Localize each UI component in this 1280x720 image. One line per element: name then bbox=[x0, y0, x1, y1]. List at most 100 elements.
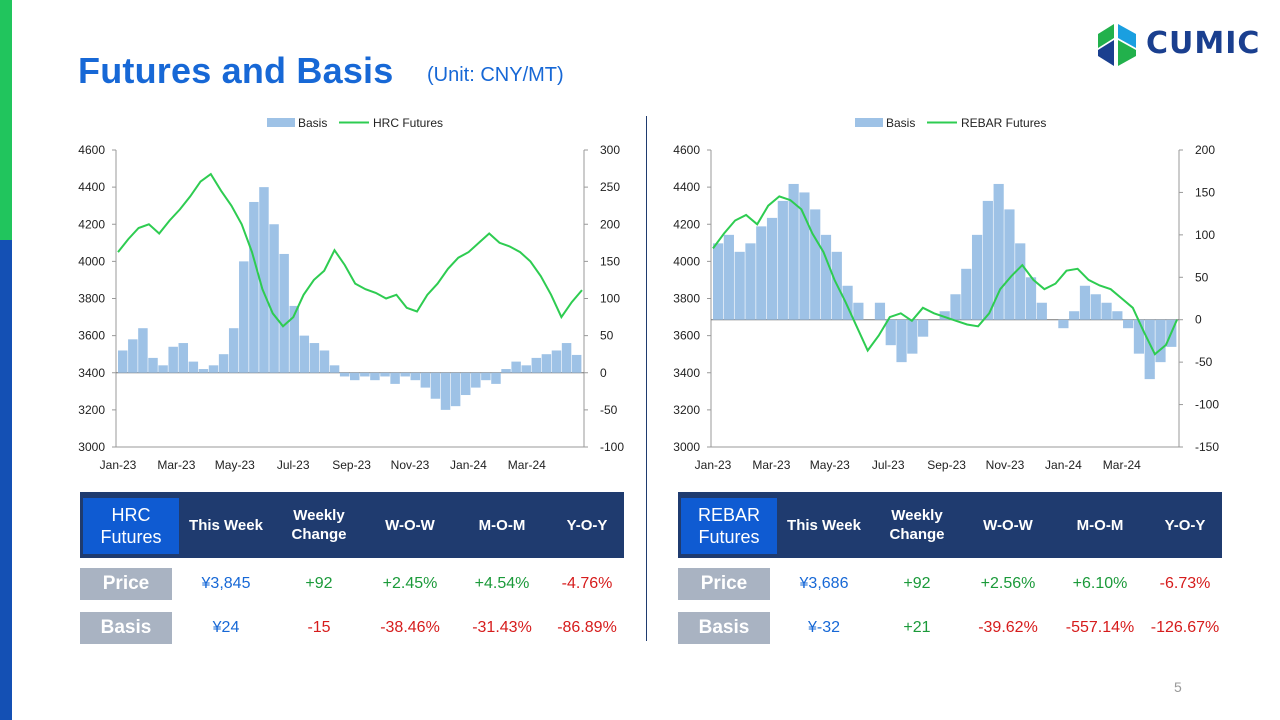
left-tick-label: 4400 bbox=[78, 180, 105, 194]
table-header: HRC Futures This Week Weekly Change W-O-W M-O-… bbox=[80, 492, 624, 558]
x-tick-label: Nov-23 bbox=[391, 458, 430, 472]
table-product-label-line: REBAR bbox=[697, 505, 760, 525]
table-cell: +92 bbox=[903, 575, 931, 592]
basis-bar bbox=[299, 335, 310, 373]
section-divider bbox=[646, 116, 647, 641]
table-cell: -15 bbox=[307, 619, 331, 636]
basis-bar bbox=[360, 372, 370, 377]
basis-bar bbox=[511, 361, 521, 373]
table-row-basis: Basis ¥24 -15 -38.46% -31.43% -86.89% bbox=[80, 606, 624, 650]
right-tick-label: 0 bbox=[1195, 313, 1202, 327]
basis-bar bbox=[158, 365, 168, 373]
basis-bar bbox=[745, 243, 756, 320]
basis-bar bbox=[491, 372, 501, 384]
basis-bar bbox=[289, 305, 299, 373]
left-tick-label: 4400 bbox=[673, 180, 700, 194]
basis-bar bbox=[551, 350, 562, 373]
basis-bar bbox=[208, 365, 219, 373]
basis-bar bbox=[1112, 311, 1123, 320]
basis-bar bbox=[993, 183, 1004, 320]
table-cell: ¥3,686 bbox=[799, 575, 849, 592]
right-tick-label: 200 bbox=[600, 217, 620, 231]
legend-futures-label: HRC Futures bbox=[373, 116, 443, 130]
table-cell: -126.67% bbox=[1150, 619, 1220, 636]
row-label: Basis bbox=[678, 612, 770, 644]
basis-bar bbox=[939, 311, 950, 320]
right-tick-label: 150 bbox=[1195, 185, 1215, 199]
table-cell: +92 bbox=[305, 575, 333, 592]
basis-bar bbox=[950, 294, 961, 320]
table-cell: +2.45% bbox=[382, 575, 438, 592]
row-label: Price bbox=[678, 568, 770, 600]
x-tick-label: Jan-23 bbox=[695, 458, 732, 472]
futures-line bbox=[117, 172, 583, 328]
cumic-logo: CUMIC bbox=[1096, 20, 1259, 70]
left-tick-label: 4200 bbox=[673, 217, 700, 231]
right-tick-label: 0 bbox=[600, 366, 607, 380]
basis-bar bbox=[918, 319, 929, 337]
basis-bar bbox=[1144, 319, 1155, 380]
x-tick-label: Sep-23 bbox=[927, 458, 966, 472]
basis-bar bbox=[400, 372, 410, 377]
table-cell: -39.62% bbox=[978, 619, 1038, 636]
x-tick-label: Jul-23 bbox=[277, 458, 310, 472]
table-col-header: W-O-W bbox=[983, 516, 1033, 534]
table-header: REBAR Futures This Week Weekly Change W-O-W M-… bbox=[678, 492, 1222, 558]
basis-bar bbox=[501, 369, 511, 373]
basis-bar bbox=[874, 302, 886, 320]
right-tick-label: 50 bbox=[1195, 270, 1209, 284]
logo-mark-icon bbox=[1098, 24, 1136, 66]
basis-bar bbox=[853, 302, 864, 320]
hrc-chart: Basis HRC Futures 4600 4400 4200 4000 3800 3600… bbox=[60, 110, 640, 482]
x-tick-label: Mar-23 bbox=[157, 458, 195, 472]
right-tick-label: 300 bbox=[600, 143, 620, 157]
basis-bar bbox=[410, 372, 421, 381]
logo-text: CUMIC bbox=[1146, 26, 1261, 61]
basis-bar bbox=[521, 365, 531, 373]
basis-bar bbox=[756, 226, 767, 320]
basis-bar bbox=[168, 346, 178, 373]
basis-bar bbox=[541, 354, 552, 373]
x-tick-label: Jan-24 bbox=[450, 458, 487, 472]
table-col-header: M-O-M bbox=[478, 516, 526, 534]
right-tick-label: 200 bbox=[1195, 143, 1215, 157]
basis-bar bbox=[128, 339, 138, 373]
x-tick-label: Jan-23 bbox=[100, 458, 137, 472]
basis-bar bbox=[713, 243, 724, 320]
basis-bar bbox=[390, 372, 400, 384]
table-col-header: Y-O-Y bbox=[1164, 516, 1206, 534]
basis-bar bbox=[1058, 319, 1069, 329]
table-col-header: This Week bbox=[787, 516, 861, 534]
table-cell: -38.46% bbox=[380, 619, 440, 636]
basis-bar bbox=[896, 319, 907, 363]
basis-bar bbox=[309, 343, 320, 373]
basis-bar bbox=[228, 328, 239, 373]
basis-bar bbox=[1015, 243, 1026, 320]
basis-bar bbox=[370, 372, 380, 381]
row-label: Price bbox=[80, 568, 172, 600]
table-product-label-line: Futures bbox=[100, 527, 162, 547]
table-cell: -86.89% bbox=[557, 619, 617, 636]
basis-bar bbox=[380, 372, 390, 377]
right-tick-label: 100 bbox=[1195, 228, 1215, 242]
basis-bar bbox=[1123, 319, 1134, 329]
x-tick-label: Nov-23 bbox=[986, 458, 1025, 472]
table-product-label-line: HRC bbox=[111, 505, 151, 525]
basis-bar bbox=[471, 372, 481, 388]
side-accent-blue bbox=[0, 240, 12, 720]
table-cell: -6.73% bbox=[1159, 575, 1211, 592]
basis-bar bbox=[188, 361, 199, 373]
x-tick-label: May-23 bbox=[215, 458, 255, 472]
left-tick-label: 3600 bbox=[78, 329, 105, 343]
rebar-chart: Basis REBAR Futures 4600 4400 4200 4000 3800 36… bbox=[655, 110, 1235, 482]
left-tick-label: 3200 bbox=[78, 403, 105, 417]
basis-bar bbox=[329, 365, 340, 373]
basis-bar bbox=[842, 285, 853, 320]
table-col-header: This Week bbox=[189, 516, 263, 534]
page-title: Futures and Basis bbox=[78, 50, 394, 91]
basis-bar bbox=[799, 192, 810, 320]
basis-bar bbox=[982, 200, 993, 320]
row-label: Basis bbox=[80, 612, 172, 644]
left-tick-label: 3000 bbox=[78, 440, 105, 454]
futures-line bbox=[712, 195, 1178, 356]
